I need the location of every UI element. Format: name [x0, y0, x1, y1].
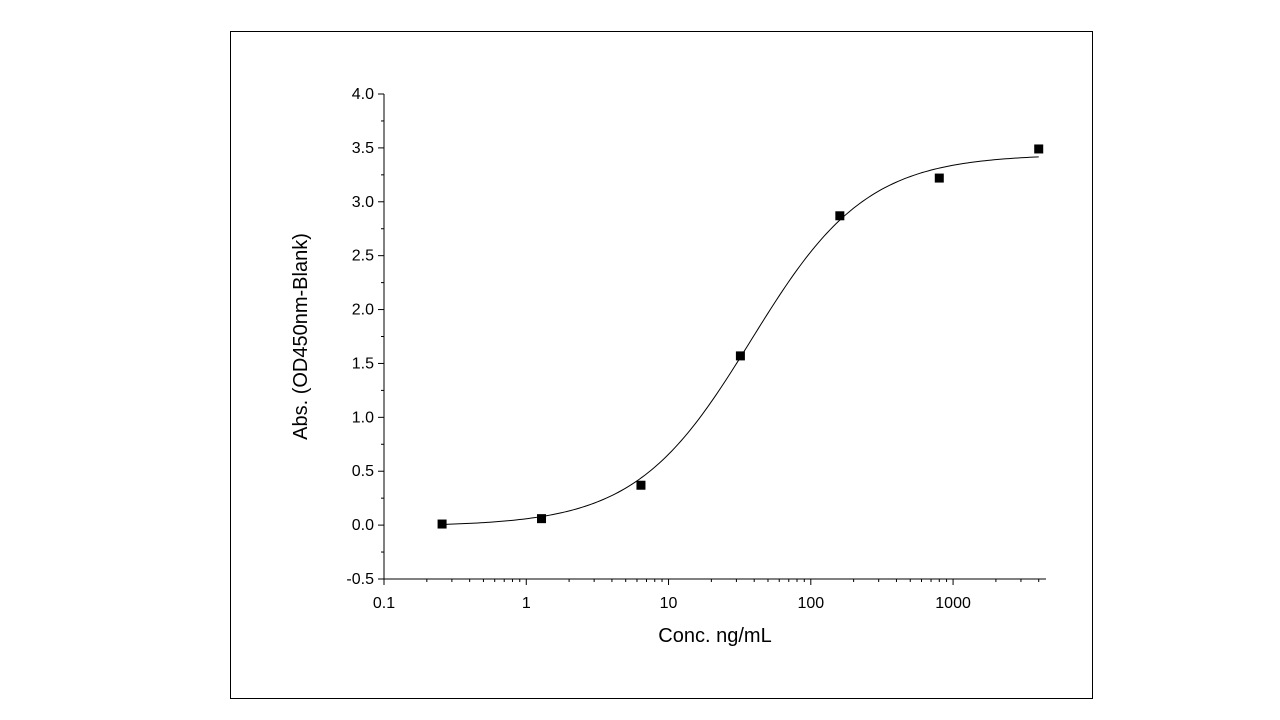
x-axis-title: Conc. ng/mL	[658, 625, 771, 647]
y-tick-label: 2.0	[352, 302, 374, 319]
fit-curve-layer	[442, 156, 1039, 525]
data-point	[636, 480, 646, 490]
plot-frame: -0.5 0.0 0.5 1.0 1.5 2.0 2.5 3.0 3.5 4.0 0.1 1 10 100…	[230, 31, 1093, 699]
x-tick-label: 100	[797, 595, 824, 612]
y-tick-label: 1.0	[352, 409, 374, 426]
dose-response-chart: -0.5 0.0 0.5 1.0 1.5 2.0 2.5 3.0 3.5 4.0 0.1 1 10 100…	[290, 86, 1046, 647]
data-point	[437, 519, 447, 529]
x-tick-label: 1	[522, 595, 531, 612]
y-tick-label: 0.5	[352, 463, 374, 480]
y-tick-label: 3.5	[352, 140, 374, 157]
y-tick-label: -0.5	[346, 571, 374, 588]
y-tick-label: 0.0	[352, 517, 374, 534]
y-tick-label: 2.5	[352, 248, 374, 265]
data-point	[934, 173, 944, 183]
x-tick-label: 0.1	[373, 595, 395, 612]
x-tick-label: 10	[660, 595, 678, 612]
data-point	[835, 211, 845, 221]
x-tick-label: 1000	[935, 595, 971, 612]
y-tick-label: 3.0	[352, 194, 374, 211]
axes: -0.5 0.0 0.5 1.0 1.5 2.0 2.5 3.0 3.5 4.0 0.1 1 10 100…	[346, 86, 1046, 612]
fit-curve	[442, 156, 1039, 525]
data-points-layer	[437, 144, 1044, 529]
data-point	[735, 351, 745, 361]
data-point	[537, 514, 547, 524]
y-axis-title: Abs. (OD450nm-Blank)	[290, 233, 312, 440]
y-tick-label: 1.5	[352, 355, 374, 372]
y-tick-label: 4.0	[352, 86, 374, 103]
data-point	[1034, 144, 1044, 154]
